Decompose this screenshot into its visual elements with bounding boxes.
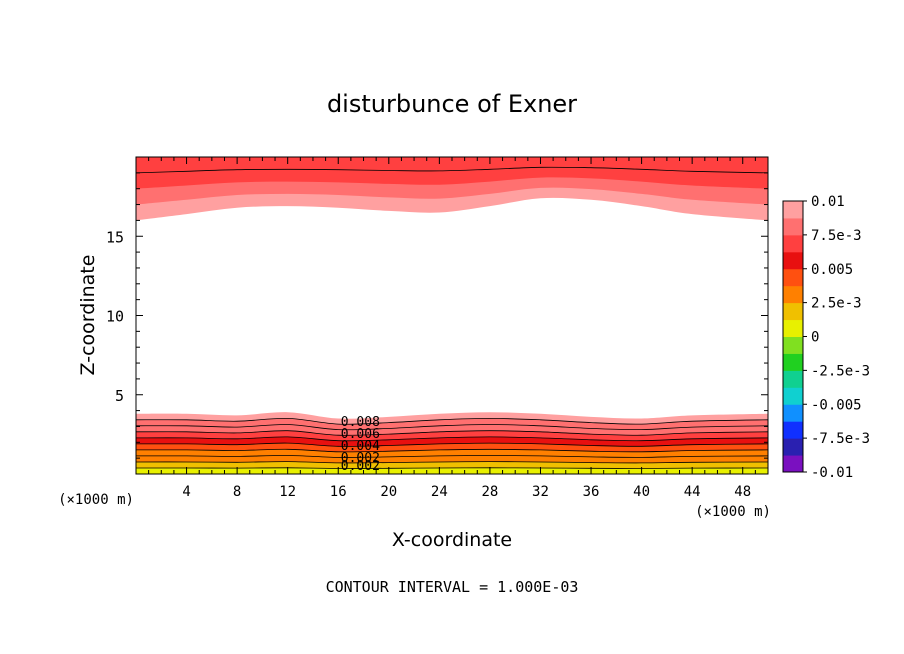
x-tick-label: 20 [380, 484, 397, 500]
contour-lines [135, 166, 769, 469]
y-tick-label: 15 [106, 228, 124, 246]
colorbar-swatch [783, 438, 803, 456]
colorbar-tick-label: -2.5e-3 [811, 363, 870, 379]
x-unit-right: (×1000 m) [695, 504, 771, 520]
colorbar-swatch [783, 319, 803, 337]
x-axis-label: X-coordinate [392, 529, 512, 551]
colorbar: 0.01 7.5e-3 0.005 2.5e-3 0 -2.5e-3 -0.005 -7.5e… [782, 194, 870, 481]
colorbar-swatch [783, 404, 803, 422]
colorbar-swatch [783, 353, 803, 371]
colorbar-swatch [783, 234, 803, 253]
x-tick-label: 28 [481, 484, 498, 500]
colorbar-tick-label: 0.005 [811, 262, 853, 278]
colorbar-swatch [783, 251, 803, 270]
colorbar-swatch [783, 302, 803, 321]
bottom-contour-line-7 [135, 424, 769, 431]
colorbar-tick-label: -0.01 [811, 465, 853, 481]
colorbar-swatch [783, 370, 803, 388]
x-tick-label: 48 [734, 484, 751, 500]
colorbar-swatch [783, 217, 803, 236]
x-unit-left: (×1000 m) [58, 492, 134, 508]
contour-interval-footer: CONTOUR INTERVAL = 1.000E-03 [326, 578, 579, 596]
x-axis-ticks: 4 8 12 16 20 24 28 32 36 40 44 48 [148, 157, 756, 500]
contour-label: 0.004 [341, 439, 380, 454]
colorbar-tick-label: 0 [811, 330, 819, 346]
colorbar-tick-label: 7.5e-3 [811, 228, 862, 244]
colorbar-tick-label: -0.005 [811, 397, 862, 413]
colorbar-swatch [783, 201, 803, 219]
bottom-contour-line-4 [135, 442, 769, 447]
bottom-contour-line-1 [135, 461, 769, 464]
colorbar-tick-label: 2.5e-3 [811, 296, 862, 312]
x-tick-label: 4 [182, 484, 190, 500]
x-tick-label: 40 [633, 484, 650, 500]
colorbar-swatch [783, 336, 803, 354]
chart-title: disturbunce of Exner [327, 90, 577, 118]
contour-label: 0.006 [341, 427, 380, 442]
bottom-contour-line-3 [135, 448, 769, 453]
y-axis-ticks: 5 10 15 [106, 172, 768, 459]
y-axis-label: Z-coordinate [77, 255, 99, 376]
x-tick-label: 32 [532, 484, 549, 500]
bottom-contour-line-6 [135, 430, 769, 436]
colorbar-swatch [783, 421, 803, 439]
contour-label: 0.008 [341, 415, 380, 430]
bottom-contour-line-5 [135, 436, 769, 442]
colorbar-tick-label: 0.01 [811, 194, 845, 210]
colorbar-swatch [783, 285, 803, 304]
colorbar-swatch [783, 268, 803, 287]
contour-label: 0.002 [341, 459, 380, 474]
contour-label: 0.002 [341, 451, 380, 466]
top-pressure-layer [136, 157, 768, 221]
colorbar-tick-label: -7.5e-3 [811, 431, 870, 447]
bottom-contour-line-8 [135, 417, 769, 425]
x-tick-label: 44 [684, 484, 701, 500]
x-tick-label: 8 [233, 484, 241, 500]
colorbar-swatch [783, 387, 803, 405]
colorbar-swatch [783, 455, 803, 473]
x-tick-label: 36 [583, 484, 600, 500]
top-contour-line [135, 166, 769, 174]
x-tick-label: 12 [279, 484, 296, 500]
x-tick-label: 16 [330, 484, 347, 500]
x-tick-label: 24 [431, 484, 448, 500]
y-tick-label: 5 [115, 387, 124, 405]
bottom-contour-line-2 [135, 455, 769, 458]
top-band-3 [136, 157, 768, 173]
y-tick-label: 10 [106, 308, 124, 326]
